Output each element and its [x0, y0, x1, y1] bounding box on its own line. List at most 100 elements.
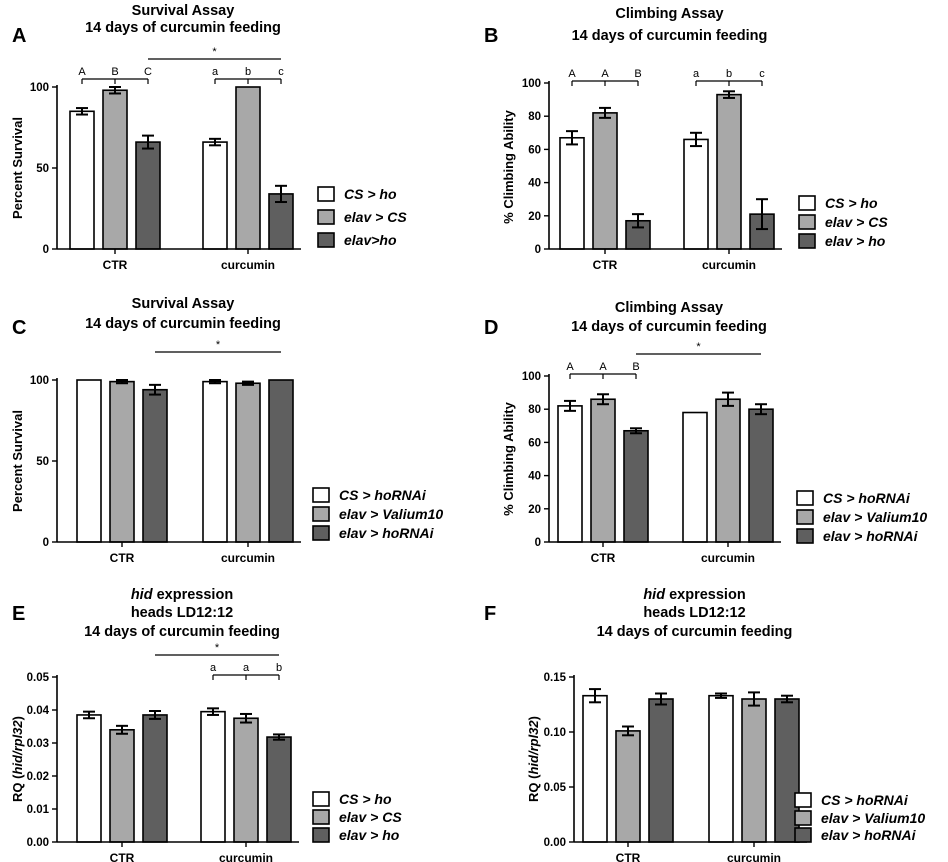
significance-letter: B: [111, 66, 118, 78]
panel-letter: A: [12, 25, 26, 47]
legend-swatch: [798, 233, 816, 249]
significance-letter: c: [759, 68, 765, 80]
legend-label: CS > hoRNAi: [823, 490, 911, 506]
y-tick-label: 0.00: [27, 837, 49, 849]
legend-label: elav > CS: [339, 809, 402, 825]
y-tick-label: 0: [43, 537, 49, 549]
chart-title-line: Climbing Assay: [615, 300, 723, 316]
legend-label: elav > Valium10: [339, 506, 443, 522]
significance-letter: a: [212, 66, 219, 78]
legend-label: CS > hoRNAi: [821, 792, 909, 808]
ylabel-italic: hid/rpl32: [10, 720, 25, 775]
bar: [592, 112, 618, 250]
legend-swatch: [798, 214, 816, 230]
x-category-label: CTR: [110, 851, 135, 862]
x-category-label: CTR: [591, 551, 616, 565]
chart-title-line: 14 days of curcumin feeding: [572, 28, 768, 44]
significance-letter: a: [693, 68, 700, 80]
y-tick-label: 100: [522, 78, 541, 90]
x-category-label: CTR: [616, 851, 641, 862]
y-tick-label: 0: [43, 244, 49, 256]
bar: [268, 379, 294, 543]
chart-title-line: 14 days of curcumin feeding: [84, 624, 280, 640]
bar: [559, 136, 585, 250]
y-tick-label: 0.00: [544, 837, 566, 849]
x-category-label: CTR: [593, 258, 618, 272]
legend-swatch: [312, 525, 330, 541]
bar: [623, 429, 649, 543]
y-axis-label: % Climbing Ability: [501, 109, 516, 223]
y-axis-label: Percent Survival: [10, 410, 25, 512]
legend-label: elav > hoRNAi: [823, 528, 919, 544]
y-axis-label: % Climbing Ability: [501, 401, 516, 515]
bar: [266, 736, 292, 843]
x-category-label: curcumin: [221, 551, 275, 565]
chart-title-line: 14 days of curcumin feeding: [85, 20, 281, 36]
chart-title-rest: expression: [665, 587, 746, 603]
ylabel-italic: hid/rpl32: [526, 720, 541, 775]
legend-swatch: [317, 232, 335, 248]
bar: [235, 382, 261, 543]
y-tick-label: 80: [528, 111, 541, 123]
legend-label: elav > Valium10: [821, 810, 925, 826]
panel-letter: F: [484, 603, 496, 625]
panel-C: C Survival Assay 14 days of curcumin feedi…: [10, 296, 443, 565]
chart-title-line: 14 days of curcumin feeding: [85, 316, 281, 332]
bar: [748, 408, 774, 543]
legend-label: elav>ho: [344, 232, 397, 248]
y-tick-label: 40: [528, 471, 541, 483]
significance-letter: b: [245, 66, 251, 78]
bar: [235, 86, 261, 250]
bar: [715, 398, 741, 543]
bar: [557, 405, 583, 543]
chart-title-line: heads LD12:12: [643, 605, 745, 621]
chart-title-line: 14 days of curcumin feeding: [597, 624, 793, 640]
bar: [202, 141, 228, 250]
legend-label: elav > ho: [825, 233, 886, 249]
panel-letter: C: [12, 317, 26, 339]
legend-label: elav > Valium10: [823, 509, 927, 525]
y-tick-label: 0.01: [27, 804, 50, 816]
significance-letter: A: [599, 361, 607, 373]
legend-label: elav > ho: [339, 827, 400, 843]
significance-letter: b: [726, 68, 732, 80]
legend-label: elav > hoRNAi: [821, 827, 917, 843]
y-tick-label: 0.05: [27, 672, 50, 684]
y-tick-label: 0.02: [27, 771, 49, 783]
x-category-label: curcumin: [221, 258, 275, 272]
bar: [200, 710, 226, 843]
bar: [582, 694, 608, 843]
bar: [741, 698, 767, 843]
panel-B: B Climbing Assay 14 days of curcumin feedi…: [484, 6, 888, 272]
y-axis-label: RQ (hid/rpl32): [10, 716, 25, 802]
x-category-label: CTR: [103, 258, 128, 272]
bar: [142, 714, 168, 843]
bar: [135, 141, 161, 250]
panel-letter: B: [484, 25, 498, 47]
legend-swatch: [794, 810, 812, 826]
y-tick-label: 80: [528, 404, 541, 416]
significance-star: *: [215, 642, 220, 654]
significance-letter: A: [601, 68, 609, 80]
bar: [142, 388, 168, 543]
ylabel-prefix: RQ (: [526, 774, 541, 802]
legend-swatch: [794, 827, 812, 843]
legend-label: elav > CS: [825, 214, 888, 230]
significance-star: *: [216, 339, 221, 351]
chart-title-rest: expression: [153, 587, 234, 603]
bar: [716, 93, 742, 250]
bar: [202, 380, 228, 543]
x-category-label: curcumin: [701, 551, 755, 565]
significance-star: *: [696, 341, 701, 353]
legend-label: elav > hoRNAi: [339, 525, 435, 541]
legend-swatch: [312, 506, 330, 522]
significance-letter: b: [276, 662, 282, 674]
x-category-label: curcumin: [727, 851, 781, 862]
legend-swatch: [796, 509, 814, 525]
bar: [590, 398, 616, 543]
bar: [233, 717, 259, 843]
legend-swatch: [312, 809, 330, 825]
